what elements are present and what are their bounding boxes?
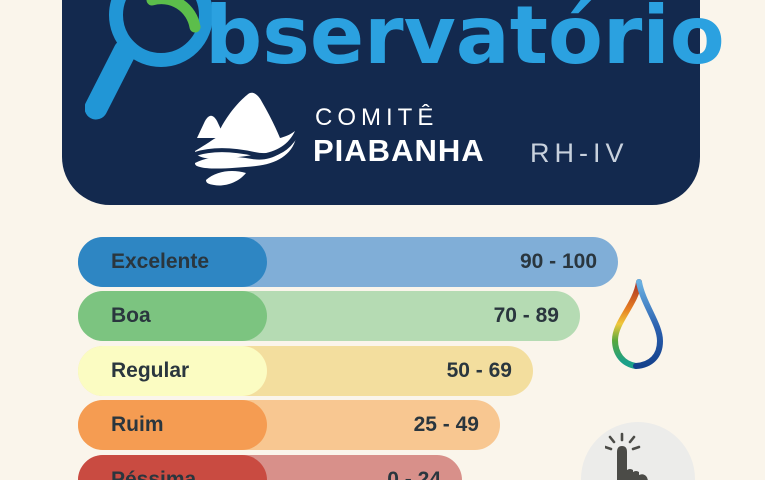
quality-pill: Boa [78, 291, 267, 341]
committee-name-line2: PIABANHA [313, 133, 485, 168]
brand-title: bservatório [205, 0, 725, 82]
quality-label: Excelente [111, 250, 210, 273]
rainbow-water-drop-icon [603, 278, 671, 375]
committee-mountain-logo-icon [193, 92, 298, 186]
quality-pill: Regular [78, 346, 267, 396]
tap-hand-icon [605, 432, 648, 480]
quality-label: Regular [111, 359, 190, 382]
region-code: RH-IV [530, 138, 629, 168]
quality-label: Péssima [111, 468, 197, 480]
quality-range: 70 - 89 [493, 304, 559, 327]
header-banner [62, 0, 700, 205]
quality-row-excelente: Excelente 90 - 100 [78, 237, 618, 287]
quality-row-regular: Regular 50 - 69 [78, 346, 533, 396]
tap-hint-button[interactable] [581, 422, 695, 480]
quality-label: Ruim [111, 413, 164, 436]
quality-range: 25 - 49 [413, 413, 479, 436]
quality-pill: Péssima [78, 455, 267, 480]
quality-row-boa: Boa 70 - 89 [78, 291, 580, 341]
quality-row-pessima: Péssima 0 - 24 [78, 455, 462, 480]
quality-range: 0 - 24 [387, 468, 441, 480]
quality-pill: Ruim [78, 400, 267, 450]
quality-range: 90 - 100 [519, 250, 597, 273]
quality-pill: Excelente [78, 237, 267, 287]
quality-range: 50 - 69 [446, 359, 512, 382]
quality-row-ruim: Ruim 25 - 49 [78, 400, 500, 450]
quality-label: Boa [111, 304, 151, 327]
committee-name-line1: COMITÊ [315, 104, 439, 131]
magnifier-icon [85, 0, 213, 120]
